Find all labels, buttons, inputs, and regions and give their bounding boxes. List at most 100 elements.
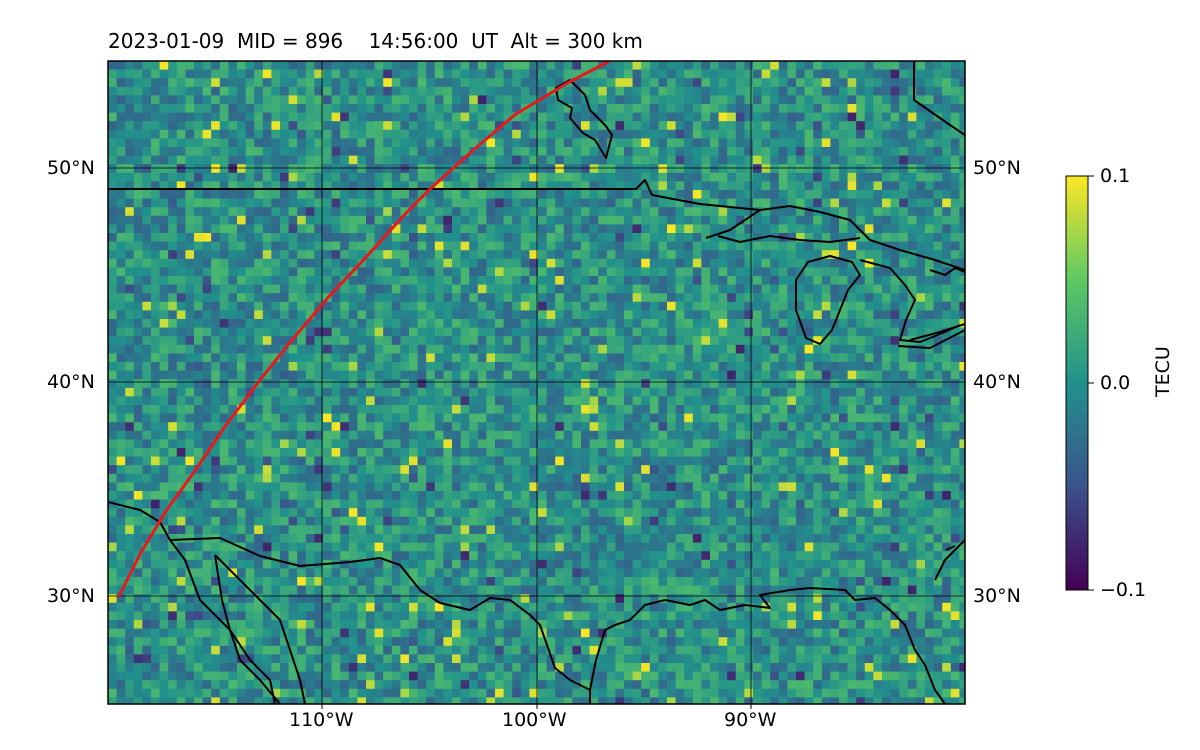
tec-cell bbox=[950, 129, 960, 139]
tec-cell bbox=[710, 319, 719, 328]
tec-cell bbox=[185, 250, 195, 260]
tec-cell bbox=[409, 181, 418, 191]
tec-cell bbox=[116, 258, 126, 268]
tec-cell bbox=[658, 379, 668, 389]
tec-cell bbox=[305, 465, 315, 475]
tec-cell bbox=[950, 241, 960, 251]
tec-cell bbox=[331, 301, 341, 311]
tec-cell bbox=[632, 233, 642, 242]
tec-cell bbox=[409, 413, 418, 423]
tec-cell bbox=[314, 95, 324, 105]
tec-cell bbox=[735, 164, 745, 174]
tec-cell bbox=[615, 215, 625, 225]
tec-cell bbox=[288, 379, 298, 389]
tec-cell bbox=[538, 250, 547, 260]
tec-cell bbox=[469, 370, 479, 380]
tec-cell bbox=[314, 267, 324, 277]
tec-cell bbox=[340, 413, 350, 423]
tec-cell bbox=[297, 276, 307, 285]
tec-cell bbox=[864, 233, 874, 242]
tec-cell bbox=[727, 258, 737, 268]
tec-cell bbox=[667, 396, 676, 406]
tec-cell bbox=[512, 155, 522, 165]
tec-cell bbox=[589, 362, 599, 371]
tec-cell bbox=[701, 267, 711, 277]
tec-cell bbox=[598, 327, 608, 337]
tec-cell bbox=[546, 387, 556, 397]
tec-cell bbox=[391, 405, 401, 414]
tec-cell bbox=[761, 344, 771, 354]
tec-cell bbox=[383, 327, 393, 337]
tec-cell bbox=[228, 112, 238, 122]
tec-cell bbox=[804, 69, 814, 79]
tec-cell bbox=[589, 430, 599, 440]
tec-cell bbox=[753, 138, 762, 148]
tec-cell bbox=[503, 405, 513, 414]
tec-cell bbox=[477, 233, 487, 242]
tec-cell bbox=[839, 353, 848, 363]
tec-cell bbox=[280, 353, 289, 363]
tec-cell bbox=[185, 370, 195, 380]
tec-cell bbox=[899, 104, 909, 113]
tec-cell bbox=[254, 233, 264, 242]
tec-cell bbox=[933, 138, 943, 148]
tec-cell bbox=[417, 319, 427, 328]
tec-cell bbox=[572, 172, 582, 182]
tec-cell bbox=[649, 465, 659, 475]
tec-cell bbox=[176, 301, 186, 311]
tec-cell bbox=[710, 456, 719, 466]
tec-cell bbox=[168, 310, 178, 320]
tec-cell bbox=[331, 250, 341, 260]
tec-cell bbox=[847, 353, 857, 363]
tec-cell bbox=[658, 69, 668, 79]
tec-cell bbox=[374, 61, 384, 70]
tec-cell bbox=[882, 473, 891, 483]
tec-cell bbox=[942, 95, 952, 105]
tec-cell bbox=[770, 310, 780, 320]
tec-cell bbox=[950, 473, 960, 483]
tec-cell bbox=[649, 198, 659, 208]
tec-cell bbox=[856, 215, 866, 225]
tec-cell bbox=[434, 276, 444, 285]
tec-cell bbox=[907, 78, 917, 88]
tec-cell bbox=[280, 422, 289, 432]
tec-cell bbox=[641, 456, 651, 466]
tec-cell bbox=[710, 327, 719, 337]
tec-cell bbox=[907, 405, 917, 414]
tec-cell bbox=[262, 336, 272, 346]
tec-cell bbox=[916, 353, 926, 363]
tec-cell bbox=[280, 224, 289, 234]
tec-cell bbox=[899, 258, 909, 268]
tec-cell bbox=[856, 267, 866, 277]
tec-cell bbox=[159, 482, 169, 492]
tec-cell bbox=[194, 215, 203, 225]
tec-cell bbox=[348, 241, 358, 251]
tec-cell bbox=[804, 439, 814, 449]
tec-cell bbox=[546, 482, 556, 492]
tec-cell bbox=[581, 164, 590, 174]
tec-cell bbox=[710, 198, 719, 208]
tec-cell bbox=[632, 310, 642, 320]
tec-cell bbox=[770, 293, 780, 303]
tec-cell bbox=[391, 448, 401, 457]
tec-cell bbox=[925, 422, 934, 432]
tec-cell bbox=[391, 293, 401, 303]
tec-cell bbox=[864, 362, 874, 371]
tec-cell bbox=[546, 233, 556, 242]
tec-cell bbox=[168, 69, 178, 79]
tec-cell bbox=[804, 362, 814, 371]
tec-cell bbox=[503, 336, 513, 346]
tec-cell bbox=[882, 319, 891, 328]
tec-cell bbox=[116, 430, 126, 440]
tec-cell bbox=[331, 379, 341, 389]
tec-cell bbox=[873, 405, 883, 414]
tec-cell bbox=[211, 319, 221, 328]
tec-cell bbox=[770, 138, 780, 148]
tec-cell bbox=[959, 301, 965, 311]
tec-cell bbox=[856, 112, 866, 122]
tec-cell bbox=[701, 396, 711, 406]
tec-cell bbox=[297, 250, 307, 260]
tec-cell bbox=[546, 129, 556, 139]
tec-cell bbox=[503, 112, 513, 122]
tec-cell bbox=[262, 69, 272, 79]
